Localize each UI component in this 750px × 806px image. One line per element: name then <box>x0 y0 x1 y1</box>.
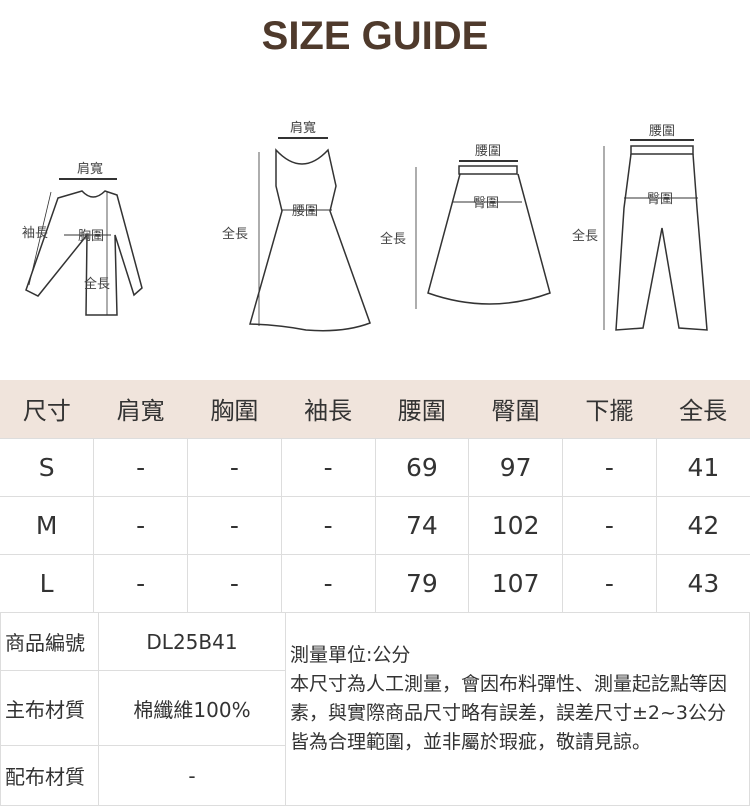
label-chest: 胸圍 <box>78 229 104 244</box>
size-table: 尺寸 肩寬 胸圍 袖長 腰圍 臀圍 下擺 全長 S - - -69 97-41 M - - -7… <box>0 380 750 613</box>
main-fabric-value: 棉纖維100% <box>98 670 286 746</box>
top-illustration: 肩寬 袖長 胸圍 全長 <box>22 161 143 316</box>
header-length: 全長 <box>656 380 750 438</box>
pants-illustration: 腰圍 臀圍 全長 <box>572 124 708 331</box>
page-title: SIZE GUIDE <box>261 14 489 58</box>
size-cell: 69 <box>374 437 470 497</box>
size-cell: 41 <box>655 437 750 497</box>
size-cell: 107 <box>468 553 563 613</box>
size-row: S - - -69 97-41 <box>0 437 750 497</box>
size-cell: - <box>93 437 188 497</box>
size-cell: - <box>280 437 376 497</box>
header-hem: 下擺 <box>562 380 657 438</box>
size-cell: - <box>280 553 376 613</box>
size-cell: - <box>93 495 188 555</box>
size-cell: S <box>0 437 95 497</box>
header-hip: 臀圍 <box>468 380 563 438</box>
product-code-value: DL25B41 <box>98 612 286 671</box>
sub-fabric-row: 配布材質 - <box>0 745 750 806</box>
product-code-label: 商品編號 <box>0 612 99 671</box>
label-dress-waist: 腰圍 <box>292 204 318 219</box>
label-dress-shoulder: 肩寬 <box>290 120 316 136</box>
size-cell: - <box>93 553 188 613</box>
size-cell: - <box>562 495 657 555</box>
size-cell: - <box>187 437 282 497</box>
label-skirt-hip: 臀圍 <box>473 196 499 211</box>
skirt-illustration: 腰圍 臀圍 全長 <box>380 144 551 309</box>
size-table-header: 尺寸 肩寬 胸圍 袖長 腰圍 臀圍 下擺 全長 <box>0 380 750 438</box>
size-row: M - - -74 102-42 <box>0 495 750 555</box>
header-chest: 胸圍 <box>187 380 282 438</box>
size-row: L - - -79 107-43 <box>0 553 750 613</box>
size-cell: L <box>0 553 95 613</box>
label-sleeve: 袖長 <box>22 226 48 241</box>
unit-note: 測量單位:公分 <box>290 644 411 666</box>
size-cell: 42 <box>655 495 750 555</box>
label-pants-hip: 臀圍 <box>647 192 673 207</box>
dress-illustration: 肩寬 腰圍 全長 <box>222 120 371 332</box>
sub-fabric-value: - <box>98 745 286 806</box>
size-cell: - <box>187 495 282 555</box>
header-waist: 腰圍 <box>375 380 469 438</box>
label-pants-length: 全長 <box>572 228 598 244</box>
size-cell: 74 <box>374 495 470 555</box>
size-cell: - <box>187 553 282 613</box>
label-pants-waist: 腰圍 <box>649 124 675 139</box>
size-cell: - <box>562 437 657 497</box>
size-cell: - <box>562 553 657 613</box>
header-sleeve: 袖長 <box>281 380 375 438</box>
label-skirt-waist: 腰圍 <box>475 144 501 159</box>
size-cell: 43 <box>655 553 750 613</box>
size-cell: 79 <box>374 553 470 613</box>
header-size: 尺寸 <box>0 380 94 438</box>
disclaimer: 本尺寸為人工測量，會因布料彈性、測量起訖點等因素，與實際商品尺寸略有誤差，誤差尺… <box>290 673 728 753</box>
label-top-length: 全長 <box>84 276 110 292</box>
product-code-row: 商品編號 DL25B41 測量單位:公分 本尺寸為人工測量，會因布料彈性、測量起… <box>0 612 750 806</box>
product-info-table: 商品編號 DL25B41 測量單位:公分 本尺寸為人工測量，會因布料彈性、測量起… <box>0 612 750 806</box>
label-shoulder: 肩寬 <box>77 161 103 177</box>
main-fabric-label: 主布材質 <box>0 670 99 746</box>
size-cell: M <box>0 495 95 555</box>
sub-fabric-label: 配布材質 <box>0 745 99 806</box>
size-cell: 102 <box>468 495 563 555</box>
label-skirt-length: 全長 <box>380 231 406 247</box>
size-cell: - <box>280 495 376 555</box>
header-shoulder: 肩寬 <box>93 380 188 438</box>
label-dress-length: 全長 <box>222 226 248 242</box>
measurement-notes: 測量單位:公分 本尺寸為人工測量，會因布料彈性、測量起訖點等因素，與實際商品尺寸… <box>285 612 750 806</box>
size-cell: 97 <box>468 437 563 497</box>
garment-measurement-diagram: 肩寬 袖長 胸圍 全長 肩寬 腰圍 全長 腰圍 臀圍 全長 腰圍 臀圍 全長 <box>22 120 708 332</box>
